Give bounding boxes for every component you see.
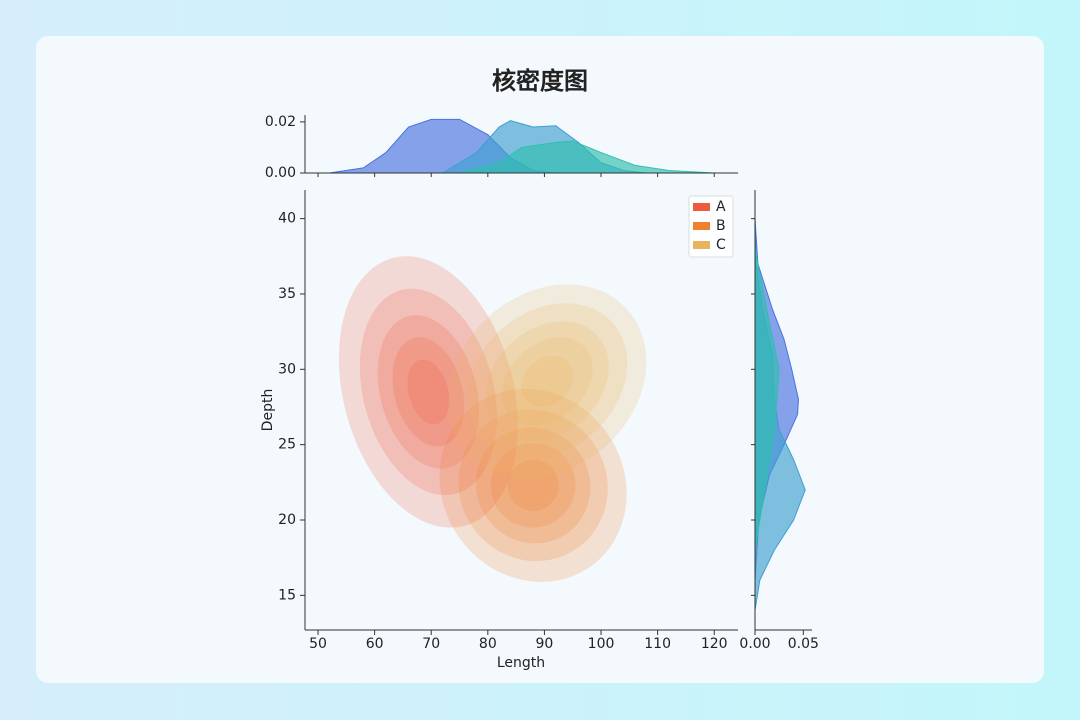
y-axis-label: Depth xyxy=(260,389,276,432)
x-tick-label: 60 xyxy=(366,636,384,652)
legend-swatch xyxy=(693,222,710,230)
density-contour xyxy=(475,427,591,544)
x-tick-label: 80 xyxy=(479,636,497,652)
density-contour xyxy=(507,459,559,511)
density-contour xyxy=(501,337,593,426)
y-tick-label: 30 xyxy=(278,361,296,377)
legend-swatch xyxy=(693,203,710,211)
x-density-area xyxy=(459,140,715,174)
legend-label: C xyxy=(716,237,726,253)
y-tick-label: 25 xyxy=(278,437,296,453)
x-tick-label: 70 xyxy=(422,636,440,652)
y-tick-label: 20 xyxy=(278,512,296,528)
density-contour xyxy=(392,337,465,447)
legend-swatch xyxy=(693,241,710,249)
right-x-tick-label: 0.05 xyxy=(788,636,819,652)
x-tick-label: 90 xyxy=(536,636,554,652)
density-contour xyxy=(458,409,608,562)
top-y-tick-label: 0.00 xyxy=(265,165,296,181)
chart-title: 核密度图 xyxy=(492,67,588,95)
density-contour xyxy=(485,321,609,442)
density-contour xyxy=(448,284,647,479)
y-tick-label: 35 xyxy=(278,286,296,302)
density-contour xyxy=(439,388,627,582)
x-axis-label: Length xyxy=(497,655,545,671)
y-tick-label: 40 xyxy=(278,211,296,227)
density-contour xyxy=(521,356,574,407)
legend-label: A xyxy=(716,199,726,215)
right-x-tick-label: 0.00 xyxy=(739,636,770,652)
x-tick-label: 110 xyxy=(644,636,671,652)
x-tick-label: 100 xyxy=(588,636,615,652)
density-contour xyxy=(467,303,628,460)
density-contour xyxy=(359,288,497,496)
y-tick-label: 15 xyxy=(278,587,296,603)
x-tick-label: 50 xyxy=(309,636,327,652)
density-contour xyxy=(407,359,450,425)
density-contour xyxy=(377,315,480,469)
legend-label: B xyxy=(716,218,726,234)
top-y-tick-label: 0.02 xyxy=(265,114,296,130)
density-contour xyxy=(338,256,518,528)
x-tick-label: 120 xyxy=(701,636,728,652)
density-contour xyxy=(490,443,576,528)
